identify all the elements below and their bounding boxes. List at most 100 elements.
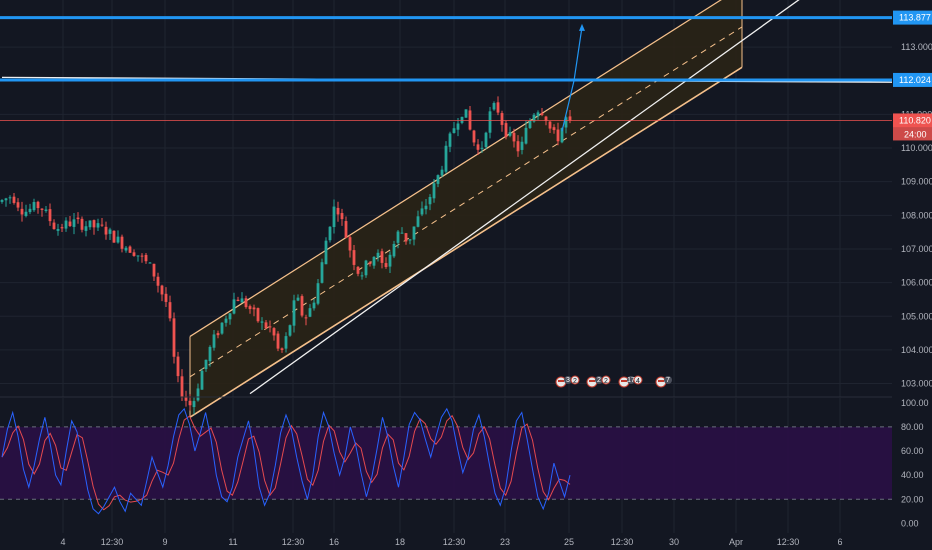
badge-bg [893,113,932,128]
channel-median[interactable] [189,26,743,378]
candle-body [120,236,124,249]
candle-69 [276,331,280,352]
candle-body [372,256,376,266]
regression-channel[interactable] [189,0,743,418]
candle-68 [272,327,276,341]
candle-body [548,121,552,129]
stoch-tick-1: 80.00 [901,422,924,432]
candle-101 [404,233,408,245]
candle-107 [428,194,432,211]
event-marker-3[interactable]: 7 [655,376,672,388]
price-scale[interactable] [892,0,932,533]
forecast-path[interactable] [561,26,583,132]
candle-body [312,302,316,309]
candle-body [520,141,524,150]
candle-20 [80,216,84,233]
candle-60 [240,292,244,303]
event-extra-count: 4 [636,378,640,385]
candle-body [272,328,276,336]
candle-75 [300,294,304,318]
candle-58 [232,292,236,315]
candle-body [328,226,332,241]
candle-48 [192,397,196,415]
stochastic-pane [0,407,892,515]
forecast-arrowhead[interactable] [579,23,585,31]
candle-body [552,127,556,131]
candle-body [76,217,80,220]
candle-body [136,255,140,257]
candle-body [308,308,312,317]
candle-78 [312,299,316,311]
channel-upper[interactable] [189,0,742,337]
candle-body [112,230,116,243]
flag-stripe [558,380,564,382]
event-marker-2[interactable]: 17 4 [618,375,643,388]
badge-label: 110.820 [899,115,931,125]
stoch-tick-0: 100.00 [901,398,929,408]
horizontal-lines[interactable] [0,16,892,121]
stoch-tick-4: 20.00 [901,494,924,504]
candle-body [124,247,128,251]
candle-body [496,102,500,113]
candle-123 [492,101,496,111]
candle-73 [292,294,296,333]
candle-body [536,112,540,117]
candle-body [152,263,156,277]
candle-body [460,116,464,123]
candle-body [176,356,180,377]
candle-104 [416,210,420,228]
candle-6 [24,204,28,218]
candle-10 [40,208,44,217]
stoch-tick-5: 0.00 [901,518,919,528]
candle-body [376,252,380,258]
candle-body [408,239,412,241]
candle-body [0,200,4,202]
time-tick-14: 6 [837,537,842,547]
economic-events[interactable]: 3 2 2 2 17 4 7 [555,375,672,388]
candle-19 [76,212,80,224]
candle-92 [368,261,372,267]
candle-121 [484,131,488,150]
candle-body [364,260,368,276]
candle-body [104,226,108,235]
candle-body [368,262,372,265]
trendline-1[interactable] [249,0,822,395]
candle-27 [108,227,112,241]
stoch-tick-3: 40.00 [901,470,924,480]
candle-body [244,298,248,308]
candle-body [524,127,528,144]
badge-bg [893,72,932,87]
candle-body [332,206,336,228]
candle-body [44,209,48,211]
candle-body [560,128,564,143]
candle-body [432,183,436,199]
candle-94 [376,249,380,262]
candle-body [452,128,456,133]
candle-body [528,120,532,128]
candle-body [64,220,68,229]
time-scale[interactable] [0,533,932,550]
candle-57 [228,312,232,325]
candle-body [72,219,76,227]
candle-4 [16,198,20,212]
candle-30 [120,234,124,253]
forecast-arrow[interactable] [561,23,585,132]
flag-icon [633,375,643,385]
price-tick-4: 107.000 [901,244,932,254]
event-count: 3 [566,377,570,384]
channel-lower[interactable] [189,66,743,418]
candle-29 [116,230,120,244]
price-badge-1: 112.024 [893,72,932,87]
candle-82 [328,226,332,243]
candle-86 [344,216,348,239]
channel-fill[interactable] [190,0,742,418]
event-extra-count: 2 [573,378,577,385]
candle-body [320,262,324,283]
candle-body [488,111,492,133]
candle-body [556,129,560,142]
event-extra-count: 2 [604,378,608,385]
price-badges: 113.877 112.024 110.820 24:00 [893,10,932,141]
